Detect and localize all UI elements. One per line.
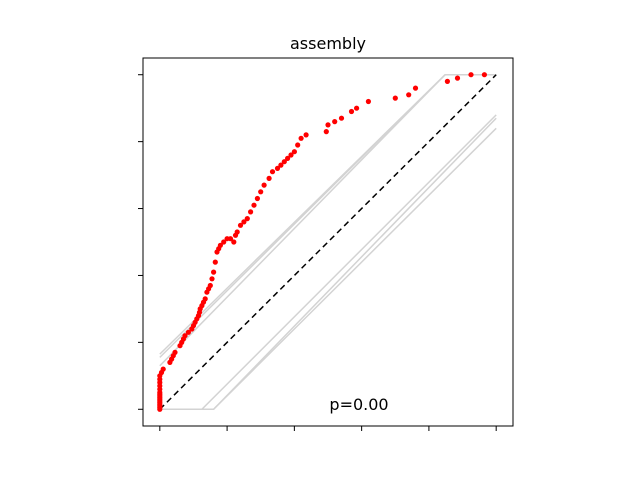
data-point-42 [211,269,217,275]
data-point-78 [365,98,371,105]
data-point-72 [323,129,329,135]
data-point-27 [185,329,191,335]
data-point-53 [237,222,244,228]
data-point-73 [325,122,331,128]
data-point-50 [231,239,237,245]
data-point-62 [269,169,276,175]
data-point-67 [288,152,294,158]
data-point-85 [481,72,487,78]
reference-line-group [159,74,497,410]
reference-diagonal-line [159,74,497,410]
data-point-18 [160,366,166,372]
data-point-57 [251,202,257,208]
data-point-82 [444,78,450,84]
data-point-47 [221,239,227,245]
data-point-77 [354,105,360,111]
data-point-81 [412,85,419,91]
data-point-84 [468,72,474,78]
data-point-49 [227,236,234,242]
data-point-68 [291,149,297,155]
envelope-lines [159,73,497,411]
data-points [157,72,487,412]
axes-frame [142,57,514,427]
data-point-40 [207,282,213,289]
data-point-75 [338,115,345,121]
axis-ticks [138,74,497,431]
data-point-59 [258,189,264,195]
data-point-70 [298,135,304,141]
data-point-37 [202,296,208,302]
data-point-61 [266,175,272,181]
data-point-69 [295,142,301,148]
data-point-66 [285,155,291,161]
data-point-60 [261,182,267,188]
data-point-65 [281,159,287,165]
data-point-41 [209,276,215,282]
chart-title: assembly [290,34,366,53]
data-point-56 [248,209,254,215]
data-point-80 [406,92,412,98]
data-point-74 [332,119,338,125]
envelope-line-3 [159,73,497,367]
data-point-43 [212,259,218,265]
envelope-line-6 [159,117,497,411]
data-point-79 [392,95,398,101]
data-point-63 [274,165,281,171]
data-point-64 [278,162,284,168]
data-point-26 [182,333,188,339]
data-point-76 [348,108,355,115]
data-point-83 [454,75,461,81]
data-point-71 [303,132,309,138]
data-point-55 [244,216,250,222]
data-point-54 [241,219,247,225]
p-value-annotation: p=0.00 [329,395,388,414]
data-point-58 [254,195,260,202]
data-point-52 [234,229,240,235]
data-point-46 [217,242,223,248]
data-point-22 [172,349,178,355]
